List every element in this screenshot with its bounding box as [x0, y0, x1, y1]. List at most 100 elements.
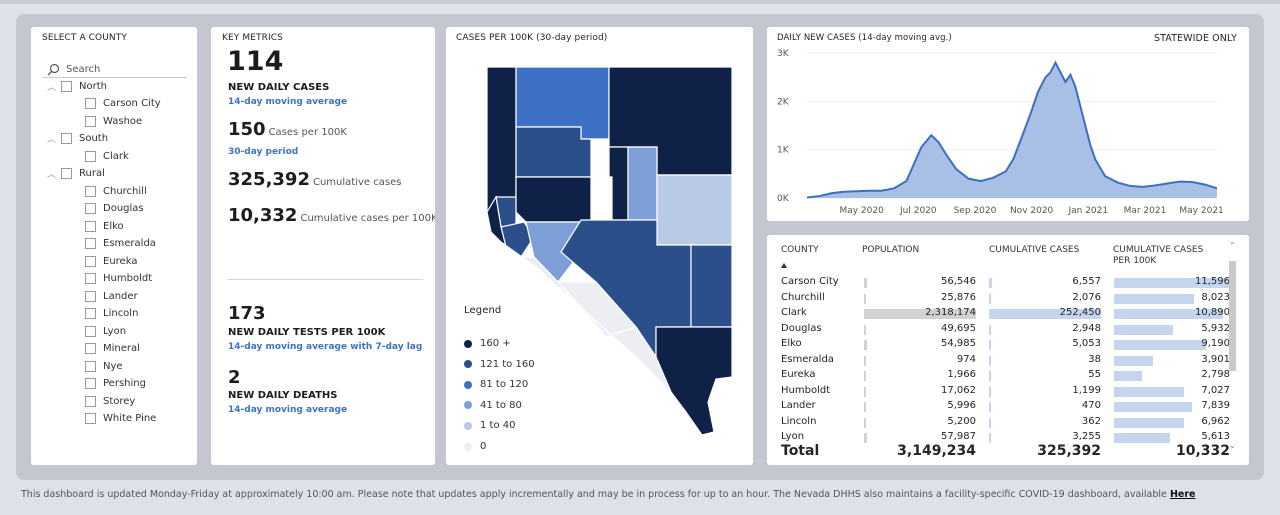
slicer-item[interactable]: Nye — [85, 359, 123, 373]
item-checkbox[interactable] — [85, 115, 96, 127]
slicer-item[interactable]: Carson City — [85, 97, 161, 111]
slicer-item[interactable]: Eureka — [85, 254, 137, 268]
item-checkbox[interactable] — [85, 150, 96, 162]
cumulative-value: 325,392 — [228, 169, 310, 190]
item-checkbox[interactable] — [85, 325, 96, 337]
item-checkbox[interactable] — [85, 255, 96, 267]
item-checkbox[interactable] — [85, 360, 96, 372]
table-row[interactable]: Elko 54,985 5,053 9,190 — [779, 337, 1239, 353]
item-checkbox[interactable] — [85, 220, 96, 232]
per100k-bar — [1114, 417, 1184, 428]
table-row[interactable]: Churchill 25,876 2,076 8,023 — [779, 291, 1239, 307]
slicer-item[interactable]: Humboldt — [85, 272, 152, 286]
slicer-item[interactable]: Clark — [85, 149, 129, 163]
map-title: CASES PER 100K (30-day period) — [456, 33, 608, 43]
item-checkbox[interactable] — [85, 343, 96, 354]
cumulative-bar — [989, 324, 991, 335]
scroll-down-icon[interactable]: ⌄ — [1229, 441, 1236, 450]
item-checkbox[interactable] — [85, 98, 96, 109]
table-row[interactable]: Eureka 1,966 55 2,798 — [779, 368, 1239, 384]
slicer-item-label: White Pine — [103, 413, 157, 424]
population-bar — [864, 293, 866, 304]
col-header-county[interactable]: COUNTY — [781, 245, 819, 255]
col-header-per100k[interactable]: CUMULATIVE CASES PER 100K — [1113, 245, 1204, 266]
slicer-item[interactable]: White Pine — [85, 412, 156, 426]
item-checkbox[interactable] — [85, 308, 96, 319]
slicer-item[interactable]: Churchill — [85, 184, 147, 198]
slicer-item[interactable]: Lander — [85, 289, 138, 303]
legend-title: Legend — [464, 305, 502, 316]
group-checkbox[interactable] — [61, 168, 72, 179]
group-checkbox[interactable] — [61, 80, 72, 92]
slicer-item[interactable]: Washoe — [85, 114, 142, 128]
col-header-cumulative[interactable]: CUMULATIVE CASES — [989, 245, 1080, 255]
cell-county: Humboldt — [781, 384, 831, 396]
table-row[interactable]: Douglas 49,695 2,948 5,932 — [779, 322, 1239, 338]
table-row[interactable]: Clark 2,318,174 252,450 10,890 — [779, 306, 1239, 322]
nevada-map[interactable] — [446, 27, 753, 465]
collapse-caret-icon[interactable]: ︿ — [47, 82, 57, 93]
table-row[interactable]: Lander 5,996 470 7,839 — [779, 399, 1239, 415]
county-slicer: SELECT A COUNTY Search ︿ North Carson City… — [31, 27, 197, 465]
table-row[interactable]: Esmeralda 974 38 3,901 — [779, 353, 1239, 369]
cell-county: Elko — [781, 338, 802, 349]
county-pershing — [515, 126, 592, 178]
collapse-caret-icon[interactable]: ︿ — [47, 170, 57, 180]
slicer-item-label: Elko — [103, 220, 124, 232]
slicer-item[interactable]: Pershing — [85, 377, 146, 391]
footer-here-link[interactable]: Here — [1169, 489, 1196, 500]
item-checkbox[interactable] — [85, 290, 96, 302]
group-checkbox[interactable] — [61, 133, 72, 144]
slicer-group-1[interactable]: ︿ South — [47, 132, 108, 146]
slicer-search[interactable]: Search — [43, 61, 187, 78]
item-checkbox[interactable] — [85, 273, 96, 284]
col-header-population[interactable]: POPULATION — [862, 245, 920, 255]
cell-cumulative: 3,255 — [1072, 431, 1101, 442]
cell-population: 5,200 — [947, 415, 976, 427]
slicer-item[interactable]: Elko — [85, 219, 124, 233]
table-row[interactable]: Lyon 57,987 3,255 5,613 — [779, 430, 1239, 446]
cell-county: Churchill — [781, 291, 825, 303]
item-checkbox[interactable] — [85, 378, 96, 389]
footer-text: This dashboard is updated Monday-Friday … — [21, 489, 1167, 500]
slicer-group-2[interactable]: ︿ Rural — [47, 167, 105, 181]
slicer-item[interactable]: Douglas — [85, 202, 144, 216]
tests-label: NEW DAILY TESTS PER 100K — [228, 327, 386, 338]
cell-population: 974 — [956, 353, 976, 365]
cell-per100k: 3,901 — [1201, 353, 1230, 365]
cell-county: Lincoln — [781, 415, 817, 427]
daily-cases-label: NEW DAILY CASES — [228, 82, 330, 93]
table-row[interactable]: Carson City 56,546 6,557 11,596 — [779, 275, 1239, 291]
legend-label: 160 + — [480, 338, 511, 349]
legend-swatch — [464, 442, 472, 451]
slicer-item[interactable]: Lincoln — [85, 307, 138, 321]
slicer-item[interactable]: Esmeralda — [85, 237, 156, 251]
cell-population: 2,318,174 — [925, 307, 976, 318]
table-row[interactable]: Humboldt 17,062 1,199 7,027 — [779, 384, 1239, 400]
cumulative-bar — [989, 278, 992, 288]
cell-cumulative: 2,948 — [1072, 322, 1101, 334]
slicer-item[interactable]: Lyon — [85, 324, 126, 338]
cell-per100k: 10,890 — [1195, 307, 1230, 318]
daily-cases-chart[interactable]: 0K 1K 2K 3K May 2020 Jul 2020 Sep 2020 Nov 2020… — [767, 27, 1249, 221]
slicer-item-label: Churchill — [103, 185, 147, 197]
item-checkbox[interactable] — [85, 238, 96, 249]
table-row[interactable]: Lincoln 5,200 362 6,962 — [779, 415, 1239, 431]
item-checkbox[interactable] — [85, 185, 96, 197]
collapse-caret-icon[interactable]: ︿ — [47, 135, 57, 145]
deaths-label: NEW DAILY DEATHS — [228, 390, 338, 401]
item-checkbox[interactable] — [85, 395, 96, 407]
slicer-item[interactable]: Storey — [85, 394, 135, 408]
scroll-up-icon[interactable]: ⌃ — [1229, 241, 1236, 250]
slicer-item[interactable]: Mineral — [85, 342, 140, 356]
item-checkbox[interactable] — [85, 413, 96, 424]
table-scrollbar[interactable]: ⌃ ⌄ — [1228, 241, 1238, 455]
scroll-thumb[interactable] — [1229, 261, 1236, 371]
county-eureka — [627, 146, 658, 221]
county-churchill — [515, 176, 592, 223]
cumulative-bar — [989, 433, 991, 443]
slicer-group-0[interactable]: ︿ North — [47, 79, 107, 93]
item-checkbox[interactable] — [85, 203, 96, 214]
legend-label: 121 to 160 — [480, 358, 535, 370]
sort-arrow-icon[interactable] — [781, 263, 787, 268]
